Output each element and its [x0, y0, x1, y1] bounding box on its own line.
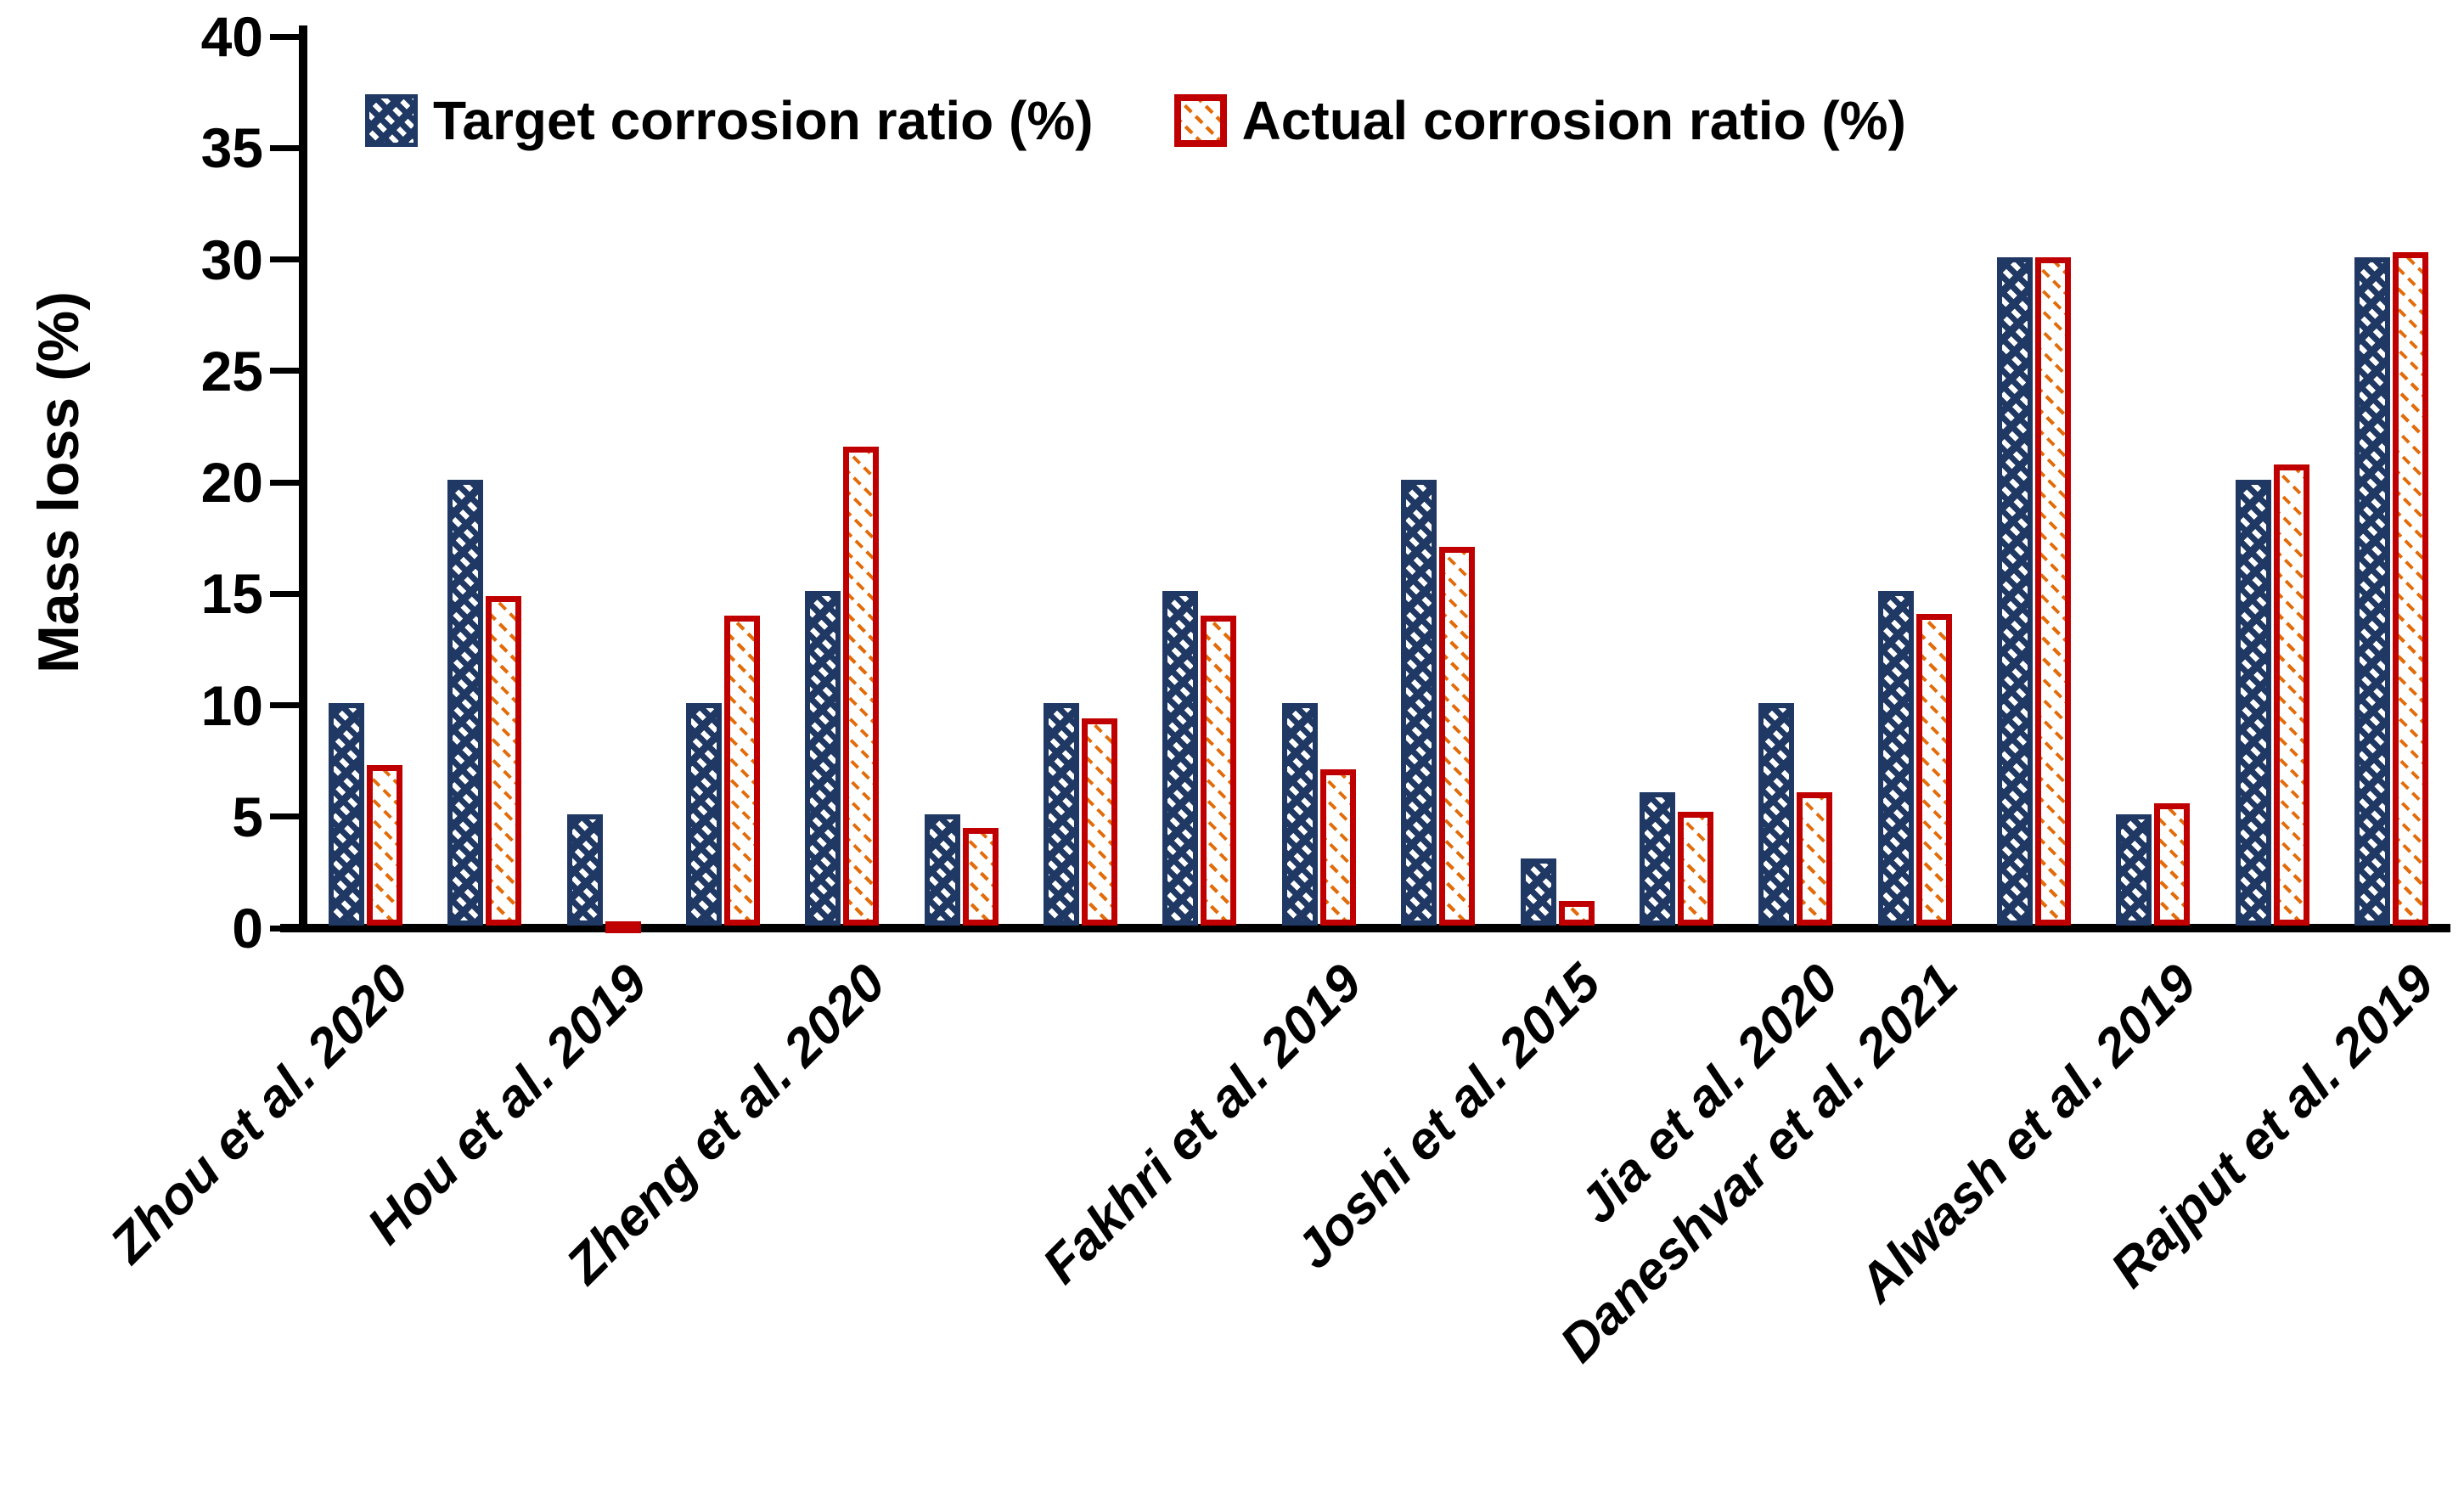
bar-actual: [1677, 812, 1713, 926]
bar-target: [924, 813, 960, 926]
y-tick-label: 40: [200, 5, 263, 68]
bar-target: [2116, 813, 2152, 926]
y-tick: [270, 368, 299, 374]
bar-actual: [1201, 616, 1237, 926]
legend-item-target: Target corrosion ratio (%): [365, 93, 1094, 148]
bar-target: [329, 702, 364, 926]
bar-actual: [1439, 546, 1476, 926]
bar-target: [2354, 256, 2390, 926]
y-axis-line: [299, 25, 307, 932]
bar-target: [447, 480, 484, 926]
bar-target: [1877, 591, 1914, 926]
bar-target: [566, 813, 603, 926]
bar-actual: [2034, 256, 2071, 926]
bar-actual: [962, 827, 999, 926]
y-tick: [270, 479, 299, 486]
bar-target: [1639, 791, 1675, 926]
bar-target: [1520, 858, 1556, 926]
bar-actual: [367, 765, 402, 926]
bar-target: [1162, 591, 1199, 926]
bar-actual: [1916, 613, 1952, 926]
y-tick-label: 15: [200, 562, 263, 626]
y-tick-label: 30: [200, 228, 263, 291]
legend-label-target: Target corrosion ratio (%): [433, 90, 1094, 151]
bar-actual: [1082, 718, 1118, 926]
y-tick-label: 35: [200, 116, 263, 180]
y-tick: [270, 144, 299, 151]
y-tick-label: 10: [200, 673, 263, 737]
bar-actual: [843, 446, 880, 926]
bar-actual: [1797, 791, 1833, 926]
y-tick: [270, 256, 299, 262]
y-tick: [270, 702, 299, 708]
y-tick-label: 25: [200, 339, 263, 402]
bar-target: [1996, 256, 2033, 926]
bar-target: [1044, 702, 1080, 926]
bar-target: [1758, 702, 1795, 926]
legend-label-actual: Actual corrosion ratio (%): [1241, 90, 1906, 151]
bar-target: [1281, 702, 1318, 926]
y-tick: [270, 813, 299, 820]
bar-actual: [2392, 252, 2428, 926]
bar-actual: [2154, 802, 2191, 926]
bar-actual: [724, 616, 761, 926]
y-tick-label: 20: [200, 451, 263, 514]
bar-target: [1401, 480, 1437, 926]
bar-actual: [1558, 901, 1595, 926]
legend: Target corrosion ratio (%) Actual corros…: [365, 93, 1906, 148]
legend-item-actual: Actual corrosion ratio (%): [1173, 90, 1906, 151]
bar-target: [805, 591, 841, 926]
bar-actual: [1319, 769, 1356, 926]
bar-actual: [605, 920, 641, 933]
y-tick: [270, 925, 299, 932]
target-series-swatch-icon: [365, 94, 418, 147]
bar-target: [686, 702, 723, 926]
actual-series-swatch-icon: [1173, 94, 1227, 147]
x-axis-line: [280, 924, 2450, 932]
y-tick: [270, 590, 299, 597]
y-tick: [270, 33, 299, 40]
y-tick-label: 5: [232, 785, 263, 848]
y-tick-label: 0: [232, 897, 263, 960]
bar-target: [2235, 480, 2271, 926]
bar-actual: [2273, 464, 2309, 926]
bar-actual: [486, 595, 522, 926]
